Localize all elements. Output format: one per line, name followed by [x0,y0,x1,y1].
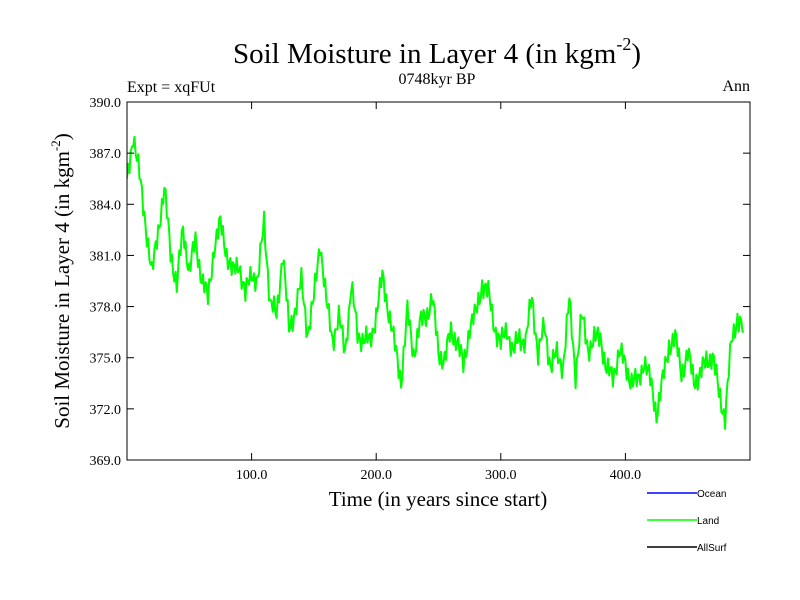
y-tick-label: 375.0 [90,352,122,367]
chart-title-close: ) [631,38,641,70]
x-axis-label: Time (in years since start) [329,487,548,511]
x-axis-ticks: 100.0 200.0 300.0 400.0 [236,102,641,483]
y-tick-label: 378.0 [90,301,122,316]
y-tick-label: 387.0 [90,147,122,162]
chart-title-superscript: -2 [616,34,631,54]
y-tick-label: 390.0 [90,96,122,111]
chart-title: Soil Moisture in Layer 4 (in kgm-2) [233,34,641,70]
chart-subtitle: 0748kyr BP [399,71,476,88]
legend: Ocean Land AllSurf [647,489,727,554]
legend-label-allsurf: AllSurf [697,543,727,554]
land-series-line [127,135,745,430]
x-tick-label: 100.0 [236,468,268,483]
x-tick-label: 400.0 [610,468,642,483]
chart-title-main: Soil Moisture in Layer 4 (in kgm [233,38,617,70]
legend-label-ocean: Ocean [697,489,726,500]
season-label: Ann [722,78,750,95]
y-tick-label: 372.0 [90,403,122,418]
legend-label-land: Land [697,516,719,527]
y-axis-label-close: ) [50,133,74,140]
experiment-label: Expt = xqFUt [127,79,216,96]
x-tick-label: 300.0 [485,468,517,483]
y-axis-label-main: Soil Moisture in Layer 4 (in kgm [50,151,74,429]
y-tick-label: 381.0 [90,249,122,264]
plot-frame [126,101,751,461]
y-axis-label: Soil Moisture in Layer 4 (in kgm-2) [48,133,74,428]
y-axis-ticks: 369.0 372.0 375.0 378.0 381.0 384.0 387.0 390.0 [90,96,750,469]
y-axis-label-superscript: -2 [48,140,63,151]
y-tick-label: 384.0 [90,198,122,213]
y-tick-label: 369.0 [90,454,122,469]
x-tick-label: 200.0 [360,468,392,483]
